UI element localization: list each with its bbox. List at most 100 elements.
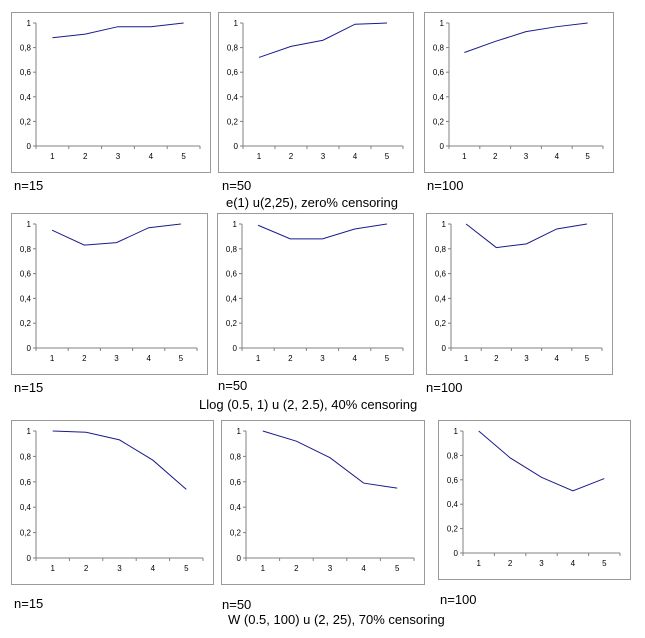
x-tick-label: 4	[149, 152, 154, 161]
x-tick-label: 1	[256, 354, 261, 363]
x-tick-label: 4	[353, 152, 358, 161]
y-tick-label: 1	[27, 220, 32, 229]
series-line	[257, 223, 387, 240]
y-tick-label: 0	[237, 554, 242, 563]
chart-panel: 0 0,2 0,4 0,6 0,8 1 1 2 3 4 5	[217, 213, 414, 375]
x-tick-label: 1	[464, 354, 469, 363]
y-tick-label: 0,4	[230, 503, 242, 512]
x-tick-label: 3	[328, 564, 333, 573]
sample-size-label: n=50	[218, 378, 248, 393]
y-tick-label: 0,6	[226, 270, 238, 279]
x-tick-label: 4	[146, 354, 151, 363]
y-tick-label: 0,8	[226, 245, 238, 254]
y-tick-label: 0,6	[227, 68, 239, 77]
line-chart: 0 0,2 0,4 0,6 0,8 1 1 2 3 4 5	[433, 19, 604, 161]
sample-size-label: n=50	[222, 178, 252, 193]
series-line	[464, 22, 588, 53]
x-tick-label: 2	[83, 152, 88, 161]
x-tick-label: 4	[555, 152, 560, 161]
y-tick-label: 1	[27, 19, 32, 28]
y-tick-label: 0,2	[20, 319, 32, 328]
y-tick-label: 0,8	[447, 451, 459, 460]
x-tick-label: 5	[184, 564, 189, 573]
y-tick-label: 0,8	[20, 245, 32, 254]
x-tick-label: 3	[524, 354, 529, 363]
y-tick-label: 0	[233, 344, 238, 353]
line-chart: 0 0,2 0,4 0,6 0,8 1 1 2 3 4 5	[447, 427, 621, 568]
x-tick-label: 4	[554, 354, 559, 363]
y-tick-label: 0,4	[20, 294, 32, 303]
y-tick-label: 0,2	[433, 117, 445, 126]
y-tick-label: 0,4	[20, 93, 32, 102]
y-tick-label: 1	[440, 19, 445, 28]
line-chart: 0 0,2 0,4 0,6 0,8 1 1 2 3 4 5	[227, 19, 404, 161]
y-tick-label: 0,8	[230, 452, 242, 461]
x-tick-label: 4	[571, 559, 576, 568]
row-caption: W (0.5, 100) u (2, 25), 70% censoring	[228, 612, 445, 627]
x-tick-label: 2	[82, 354, 87, 363]
y-tick-label: 0,8	[433, 44, 445, 53]
x-tick-label: 4	[361, 564, 366, 573]
y-tick-label: 1	[237, 427, 242, 436]
x-tick-label: 1	[50, 354, 55, 363]
y-tick-label: 0	[440, 142, 445, 151]
y-tick-label: 0,4	[435, 294, 447, 303]
y-tick-label: 0	[27, 344, 32, 353]
x-tick-label: 2	[494, 354, 499, 363]
line-chart: 0 0,2 0,4 0,6 0,8 1 1 2 3 4 5	[435, 220, 603, 363]
line-chart: 0 0,2 0,4 0,6 0,8 1 1 2 3 4 5	[20, 427, 204, 573]
sample-size-label: n=15	[14, 178, 44, 193]
x-tick-label: 2	[493, 152, 498, 161]
x-tick-label: 1	[50, 152, 55, 161]
x-tick-label: 5	[179, 354, 184, 363]
line-chart: 0 0,2 0,4 0,6 0,8 1 1 2 3 4 5	[20, 220, 198, 363]
x-tick-label: 1	[462, 152, 467, 161]
x-tick-label: 1	[476, 559, 481, 568]
x-tick-label: 4	[151, 564, 156, 573]
line-chart: 0 0,2 0,4 0,6 0,8 1 1 2 3 4 5	[230, 427, 415, 573]
x-tick-label: 5	[585, 354, 590, 363]
y-tick-label: 1	[442, 220, 447, 229]
x-tick-label: 5	[602, 559, 607, 568]
y-tick-label: 0,2	[20, 529, 32, 538]
x-tick-label: 2	[84, 564, 89, 573]
series-line	[258, 22, 388, 58]
y-tick-label: 0,4	[433, 93, 445, 102]
x-tick-label: 1	[257, 152, 262, 161]
y-tick-label: 0,6	[20, 478, 32, 487]
sample-size-label: n=15	[14, 596, 44, 611]
y-tick-label: 0,8	[20, 44, 32, 53]
x-tick-label: 2	[294, 564, 299, 573]
x-tick-label: 2	[288, 354, 293, 363]
y-tick-label: 0	[454, 549, 459, 558]
line-chart: 0 0,2 0,4 0,6 0,8 1 1 2 3 4 5	[20, 19, 201, 161]
x-tick-label: 3	[114, 354, 119, 363]
y-tick-label: 0,6	[447, 476, 459, 485]
y-tick-label: 0,4	[20, 503, 32, 512]
sample-size-label: n=15	[14, 380, 44, 395]
y-tick-label: 0,6	[433, 68, 445, 77]
chart-panel: 0 0,2 0,4 0,6 0,8 1 1 2 3 4 5	[424, 12, 614, 173]
y-tick-label: 0	[27, 554, 32, 563]
chart-panel: 0 0,2 0,4 0,6 0,8 1 1 2 3 4 5	[11, 420, 214, 585]
x-tick-label: 3	[117, 564, 122, 573]
x-tick-label: 3	[320, 354, 325, 363]
x-tick-label: 3	[321, 152, 326, 161]
x-tick-label: 3	[524, 152, 529, 161]
series-line	[478, 430, 605, 492]
y-tick-label: 0,8	[20, 452, 32, 461]
line-chart: 0 0,2 0,4 0,6 0,8 1 1 2 3 4 5	[226, 220, 404, 363]
y-tick-label: 0	[234, 142, 239, 151]
y-tick-label: 0	[27, 142, 32, 151]
y-tick-label: 0,4	[447, 500, 459, 509]
sample-size-label: n=50	[222, 597, 252, 612]
x-tick-label: 2	[508, 559, 513, 568]
y-tick-label: 0,8	[227, 44, 239, 53]
series-line	[52, 22, 184, 39]
chart-panel: 0 0,2 0,4 0,6 0,8 1 1 2 3 4 5	[221, 420, 425, 585]
y-tick-label: 0,4	[227, 93, 239, 102]
row-caption: Llog (0.5, 1) u (2, 2.5), 40% censoring	[199, 397, 418, 412]
y-tick-label: 1	[27, 427, 32, 436]
x-tick-label: 1	[50, 564, 55, 573]
chart-panel: 0 0,2 0,4 0,6 0,8 1 1 2 3 4 5	[426, 213, 613, 375]
